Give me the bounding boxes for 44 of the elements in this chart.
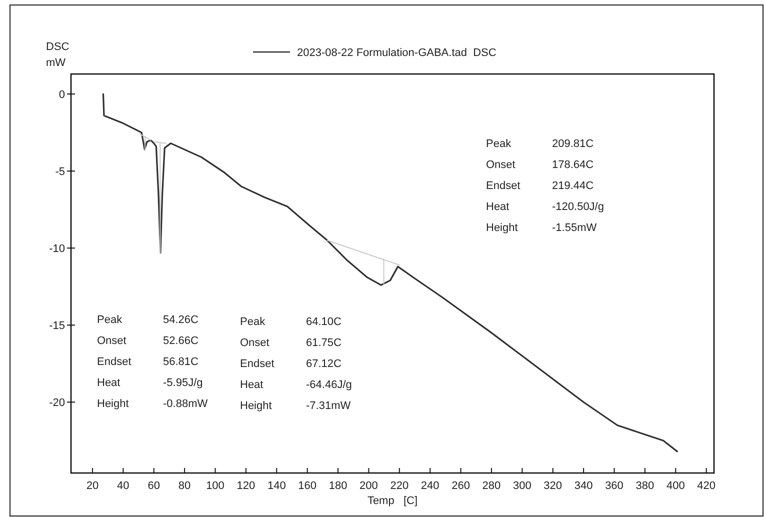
x-tick-label: 200 xyxy=(360,480,378,492)
x-tick-label: 420 xyxy=(697,480,716,492)
text: Endset 219.44C xyxy=(486,180,594,192)
text: Onset 52.66C xyxy=(97,335,198,347)
x-tick-label: 240 xyxy=(420,480,440,492)
x-tick-label: 320 xyxy=(544,480,562,492)
y-tick-label: -20 xyxy=(49,397,65,410)
x-tick-label: 180 xyxy=(328,480,348,492)
x-tick-label: 360 xyxy=(605,480,624,492)
y-axis-title: DSC mW xyxy=(46,41,70,69)
x-tick-label: 260 xyxy=(452,480,470,492)
text: Endset 67.12C xyxy=(240,358,342,370)
x-tick-label: 280 xyxy=(482,480,501,492)
x-tick-label: 140 xyxy=(267,480,286,492)
x-tick-label: 120 xyxy=(236,480,256,492)
text: Peak 64.10C xyxy=(240,316,342,328)
text: Onset 61.75C xyxy=(240,337,342,349)
x-tick-label: 80 xyxy=(178,480,191,492)
text: Peak 54.26C xyxy=(97,314,198,326)
x-tick-label: 300 xyxy=(512,480,532,492)
x-tick-label: 100 xyxy=(206,480,224,492)
text: Peak 209.81C xyxy=(486,138,594,150)
text: Endset 56.81C xyxy=(97,356,198,368)
x-tick-label: 20 xyxy=(86,480,99,492)
x-tick-label: 400 xyxy=(666,480,685,492)
x-tick-label: 160 xyxy=(298,480,317,492)
x-axis-title: Temp [C] xyxy=(367,495,418,507)
x-tick-label: 220 xyxy=(390,480,409,492)
text: Heat -64.46J/g xyxy=(240,379,352,391)
text: Heat -5.95J/g xyxy=(97,377,203,389)
x-tick-label: 40 xyxy=(117,480,130,492)
x-tick-label: 340 xyxy=(574,480,593,492)
legend-label: 2023-08-22 Formulation-GABA.tad DSC xyxy=(297,47,496,59)
text: Onset 178.64C xyxy=(486,159,594,171)
y-tick-label: -15 xyxy=(49,320,65,332)
y-tick-label: 0 xyxy=(58,89,65,102)
text: Heat -120.50J/g xyxy=(486,201,604,213)
y-tick-label: -5 xyxy=(55,166,65,178)
y-tick-label: -10 xyxy=(49,243,65,256)
text: Height -0.88mW xyxy=(97,398,208,410)
x-tick-label: 60 xyxy=(148,480,160,492)
text: Height -7.31mW xyxy=(240,400,351,412)
text: Height -1.55mW xyxy=(486,222,597,234)
x-tick-label: 380 xyxy=(636,480,654,492)
